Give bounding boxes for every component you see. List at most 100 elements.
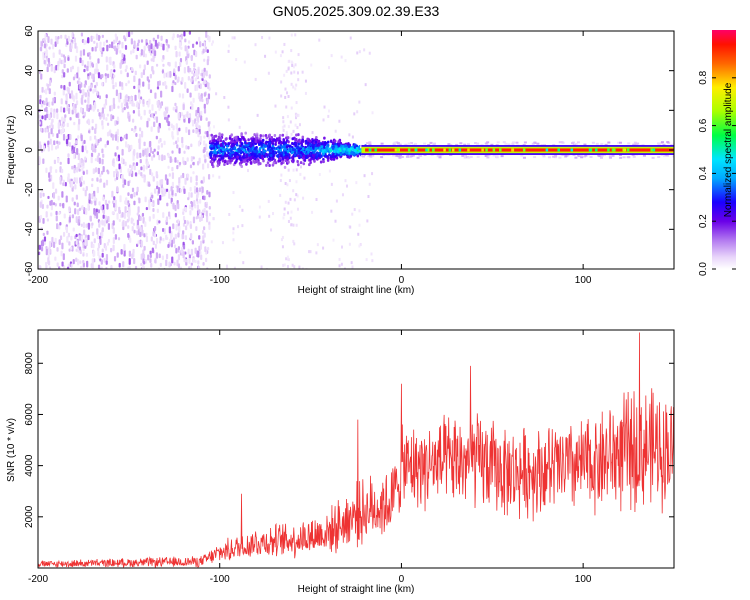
spectrogram-cell <box>281 157 285 161</box>
spectrogram-cell <box>206 49 209 54</box>
spectrogram-cell <box>458 148 462 152</box>
spectrogram-cell <box>287 94 290 98</box>
spectrogram-cell <box>127 80 130 84</box>
spectrogram-cell <box>178 93 181 98</box>
spectrogram-cell <box>116 145 119 150</box>
spectrogram-cell <box>203 232 206 238</box>
spectrogram-cell <box>105 215 108 221</box>
spectrogram-cell <box>335 199 338 203</box>
spectrogram-cell <box>146 161 149 167</box>
spectrogram-cell <box>61 242 64 250</box>
spectrogram-cell <box>194 77 197 82</box>
spectrogram-cell <box>133 148 136 156</box>
spectrogram-cell <box>236 152 239 156</box>
spectrogram-cell <box>41 115 44 120</box>
spectrogram-cell <box>169 156 172 163</box>
spectrogram-cell <box>351 135 354 139</box>
spectrogram-cell <box>63 85 66 91</box>
spectrogram-cell <box>187 75 190 81</box>
spectrogram-cell <box>126 31 129 38</box>
spectrogram-cell <box>455 143 459 146</box>
spectrogram-cell <box>86 65 89 72</box>
colorbar-tick-label: 0.6 <box>698 118 709 132</box>
spectrogram-cell <box>308 163 311 167</box>
spectrogram-cell <box>174 213 177 218</box>
spectrogram-cell <box>174 74 177 80</box>
spectrogram-cell <box>84 234 88 238</box>
spectrogram-cell <box>286 136 290 140</box>
snr-xlabel: Height of straight line (km) <box>298 584 415 595</box>
spectrogram-cell <box>105 117 108 121</box>
spectrogram-cell <box>368 51 371 55</box>
spectrogram-cell <box>77 209 80 216</box>
spectrogram-cell <box>295 193 298 197</box>
spectrogram-ytick-label: -20 <box>24 182 35 197</box>
spectrogram-cell <box>70 263 73 268</box>
spectrogram-cell <box>484 154 488 157</box>
spectrogram-cell <box>196 161 200 166</box>
spectrogram-cell <box>60 123 63 128</box>
spectrogram-cell <box>125 82 128 87</box>
spectrogram-cell <box>241 208 244 212</box>
spectrogram-cell <box>212 125 215 129</box>
spectrogram-cell <box>190 78 193 83</box>
spectrogram-cell <box>268 36 271 40</box>
spectrogram-cell <box>199 135 202 142</box>
spectrogram-cell <box>85 252 88 257</box>
spectrogram-cell <box>253 149 256 153</box>
spectrogram-cell <box>58 239 61 246</box>
spectrogram-ytick-label: 0 <box>24 147 35 153</box>
spectrogram-cell <box>190 262 193 266</box>
spectrogram-cell <box>206 189 209 195</box>
spectrogram-cell <box>50 128 53 135</box>
spectrogram-cell <box>79 177 82 184</box>
spectrogram-cell <box>110 264 113 269</box>
spectrogram-cell <box>195 84 199 91</box>
spectrogram-cell <box>652 148 656 152</box>
spectrogram-cell <box>227 142 231 146</box>
spectrogram-cell <box>300 150 303 154</box>
spectrogram-cell <box>663 155 667 158</box>
spectrogram-cell <box>194 259 197 264</box>
spectrogram-cell <box>283 165 287 169</box>
spectrogram-cell <box>65 226 69 234</box>
spectrogram-cell <box>198 216 202 222</box>
spectrogram-cell <box>73 168 76 174</box>
spectrogram-cell <box>164 80 167 87</box>
spectrogram-cell <box>78 246 82 251</box>
spectrogram-cell <box>95 68 98 73</box>
spectrogram-cell <box>99 220 102 225</box>
spectrogram-cell <box>237 225 240 229</box>
spectrogram-cell <box>130 144 133 150</box>
spectrogram-cell <box>192 258 195 263</box>
spectrogram-cell <box>182 172 185 179</box>
spectrogram-cell <box>77 219 80 226</box>
spectrogram-cell <box>128 250 131 257</box>
spectrogram-cell <box>290 60 293 64</box>
spectrogram-cell <box>272 161 276 165</box>
spectrogram-cell <box>56 133 59 139</box>
spectrogram-cell <box>451 148 455 152</box>
spectrogram-cell <box>632 155 636 158</box>
spectrogram-cell <box>351 212 354 216</box>
spectrogram-cell <box>290 33 293 37</box>
spectrogram-cell <box>205 203 208 209</box>
spectrogram-cell <box>210 240 213 244</box>
spectrogram-cell <box>100 170 104 175</box>
spectrogram-cell <box>173 261 176 266</box>
spectrogram-cell <box>111 190 114 198</box>
spectrogram-cell <box>105 253 109 261</box>
spectrogram-cell <box>197 106 200 114</box>
spectrogram-cell <box>318 173 321 177</box>
spectrogram-cell <box>68 141 72 147</box>
spectrogram-cell <box>188 117 191 124</box>
spectrogram-cell <box>148 44 151 52</box>
spectrogram-cell <box>206 130 209 138</box>
spectrogram-cell <box>338 264 341 268</box>
spectrogram-cell <box>343 267 346 269</box>
spectrogram-cell <box>576 141 580 144</box>
spectrogram-cell <box>198 36 201 42</box>
spectrogram-cell <box>254 77 257 81</box>
spectrogram-cell <box>66 122 69 128</box>
spectrogram-cell <box>144 196 147 203</box>
